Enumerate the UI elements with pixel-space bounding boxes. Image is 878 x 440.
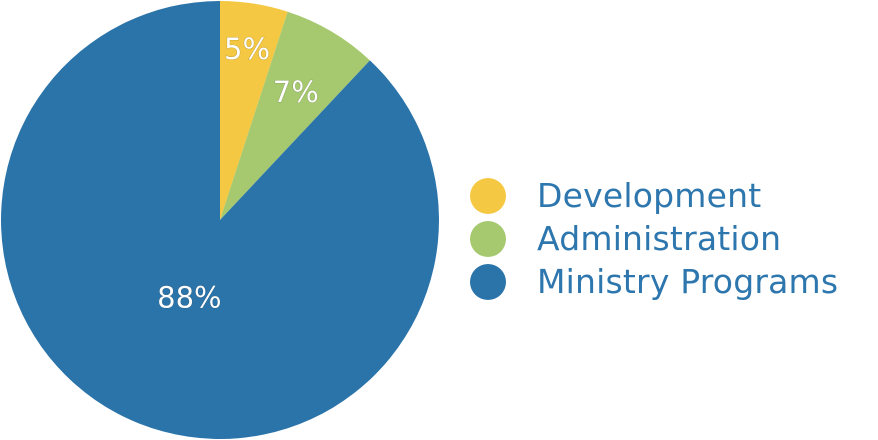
legend-label-ministry-programs: Ministry Programs — [537, 262, 839, 301]
legend-swatch-development — [470, 177, 506, 214]
legend-label-development: Development — [537, 176, 762, 215]
legend-label-administration: Administration — [537, 219, 782, 258]
pie-slice-development — [220, 1, 288, 220]
pie-slice-ministry-programs — [0, 1, 439, 439]
pie-slice-administration — [220, 11, 370, 220]
legend-swatch-ministry-programs — [470, 263, 506, 300]
legend-item-development: Development — [470, 174, 838, 217]
pie-label-administration: 7% — [273, 75, 319, 109]
legend: Development Administration Ministry Prog… — [470, 174, 838, 303]
legend-swatch-administration — [470, 220, 506, 257]
legend-item-administration: Administration — [470, 217, 838, 260]
pie-label-ministry-programs: 88% — [157, 280, 221, 314]
pie-chart: 5%7% 88% — [0, 1, 439, 439]
legend-item-ministry-programs: Ministry Programs — [470, 260, 838, 303]
pie-label-development: 5% — [224, 32, 270, 66]
